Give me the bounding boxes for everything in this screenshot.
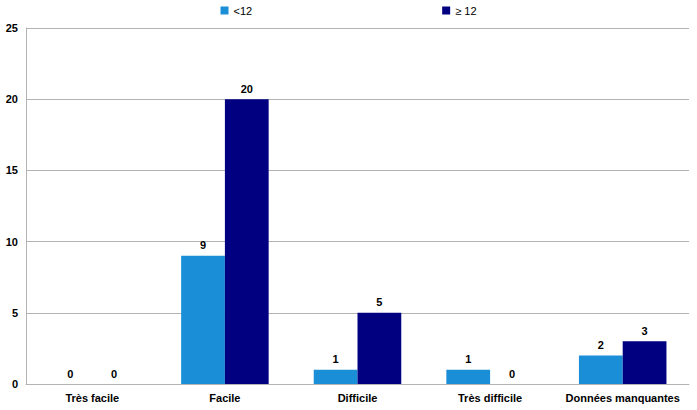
svg-text:0: 0 <box>12 378 18 390</box>
svg-text:1: 1 <box>465 353 471 365</box>
svg-text:Données manquantes: Données manquantes <box>566 392 680 404</box>
svg-text:2: 2 <box>598 339 604 351</box>
svg-text:5: 5 <box>376 296 382 308</box>
svg-text:9: 9 <box>200 239 206 251</box>
svg-text:10: 10 <box>6 236 18 248</box>
svg-text:Très difficile: Très difficile <box>458 392 522 404</box>
svg-text:5: 5 <box>12 307 18 319</box>
svg-text:≥ 12: ≥ 12 <box>455 5 476 17</box>
svg-text:0: 0 <box>111 368 117 380</box>
svg-text:Facile: Facile <box>209 392 240 404</box>
svg-text:Très facile: Très facile <box>65 392 119 404</box>
svg-text:20: 20 <box>6 93 18 105</box>
svg-text:3: 3 <box>642 325 648 337</box>
svg-text:25: 25 <box>6 22 18 34</box>
svg-text:15: 15 <box>6 164 18 176</box>
svg-text:<12: <12 <box>234 5 253 17</box>
svg-text:Difficile: Difficile <box>338 392 378 404</box>
svg-text:0: 0 <box>67 368 73 380</box>
svg-text:20: 20 <box>241 83 253 95</box>
svg-text:1: 1 <box>333 353 339 365</box>
svg-text:0: 0 <box>509 368 515 380</box>
